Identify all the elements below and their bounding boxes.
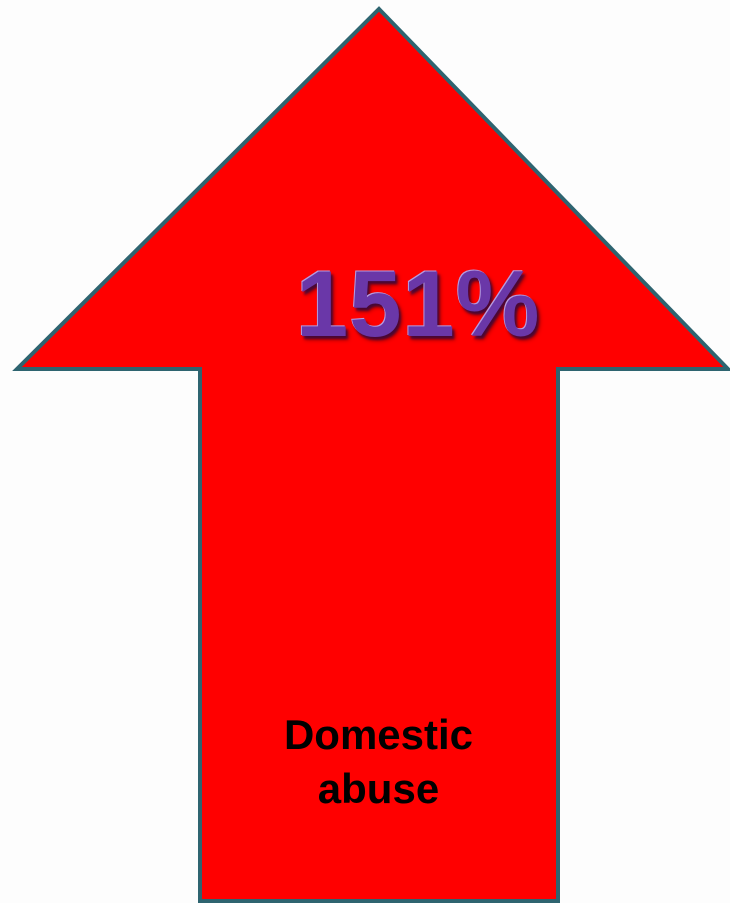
category-caption: Domestic abuse (200, 708, 557, 816)
up-arrow-shape (12, 6, 730, 903)
caption-line-2: abuse (317, 765, 440, 812)
caption-line-1: Domestic (283, 711, 474, 758)
percentage-increase-label: 151% (296, 251, 541, 356)
